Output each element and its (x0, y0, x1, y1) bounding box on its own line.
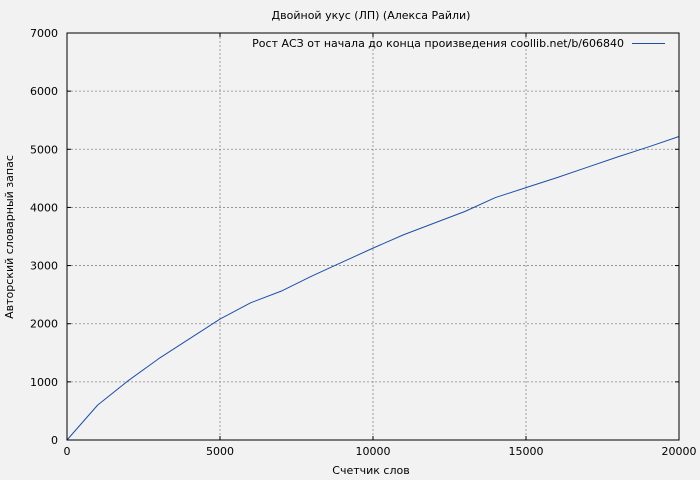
y-tick-label: 1000 (30, 376, 58, 389)
y-tick-label: 3000 (30, 260, 58, 273)
y-axis-title: Авторский словарный запас (3, 155, 16, 319)
ticks: 0 5000 10000 15000 20000 0 1000 2000 3000 4000 500… (30, 27, 697, 458)
y-tick-label: 0 (51, 434, 58, 447)
y-tick-label: 6000 (30, 85, 58, 98)
y-tick-label: 4000 (30, 201, 58, 214)
series-line (66, 136, 680, 441)
plot-area (67, 33, 679, 440)
x-tick-label: 10000 (356, 445, 391, 458)
x-tick-label: 15000 (509, 445, 544, 458)
x-tick-label: 20000 (662, 445, 697, 458)
legend: Рост АСЗ от начала до конца произведения… (252, 37, 665, 50)
x-axis-title: Счетчик слов (332, 464, 409, 477)
x-tick-label: 0 (64, 445, 71, 458)
y-tick-label: 2000 (30, 318, 58, 331)
series-layer (66, 136, 680, 441)
legend-label: Рост АСЗ от начала до конца произведения… (252, 37, 624, 50)
y-tick-label: 7000 (30, 27, 58, 40)
grid (67, 33, 679, 440)
chart-title: Двойной укус (ЛП) (Алекса Райли) (272, 9, 471, 22)
x-tick-label: 5000 (206, 445, 234, 458)
y-tick-label: 5000 (30, 143, 58, 156)
